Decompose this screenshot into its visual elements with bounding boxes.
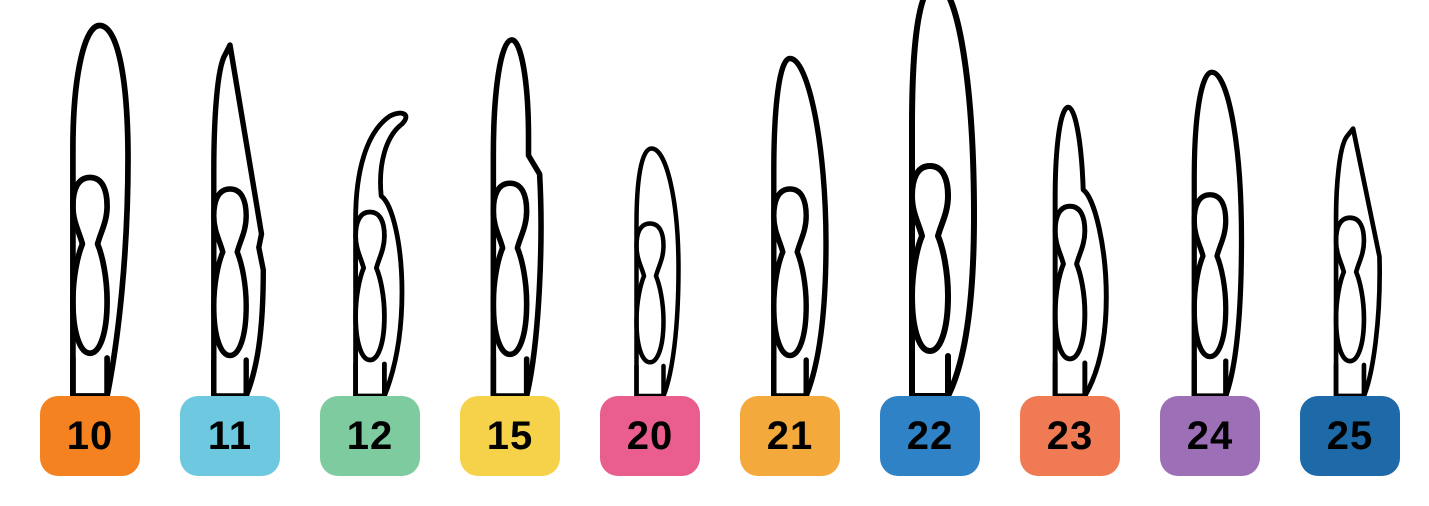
blade-outline-24 bbox=[1158, 46, 1263, 396]
blade-outline-23 bbox=[1021, 66, 1120, 396]
blade-outline-21 bbox=[736, 36, 844, 396]
blade-label-25: 25 bbox=[1300, 396, 1400, 476]
blade-outline-10 bbox=[33, 16, 147, 396]
blade-outline-25 bbox=[1304, 86, 1397, 396]
blade-outline-15 bbox=[455, 26, 566, 396]
blade-label-12: 12 bbox=[320, 396, 420, 476]
blade-label-20: 20 bbox=[600, 396, 700, 476]
blade-outline-22 bbox=[870, 0, 990, 396]
blade-label-24: 24 bbox=[1160, 396, 1260, 476]
blade-outline-20 bbox=[605, 96, 695, 396]
blade-label-22: 22 bbox=[880, 396, 980, 476]
blade-row: 10 11 12 15 20 21 22 23 24 25 bbox=[0, 0, 1429, 506]
blade-label-15: 15 bbox=[460, 396, 560, 476]
blade-outline-11 bbox=[176, 36, 284, 396]
blade-label-21: 21 bbox=[740, 396, 840, 476]
blade-label-10: 10 bbox=[40, 396, 140, 476]
blade-label-11: 11 bbox=[180, 396, 280, 476]
blade-outline-12 bbox=[322, 76, 418, 396]
blade-label-23: 23 bbox=[1020, 396, 1120, 476]
